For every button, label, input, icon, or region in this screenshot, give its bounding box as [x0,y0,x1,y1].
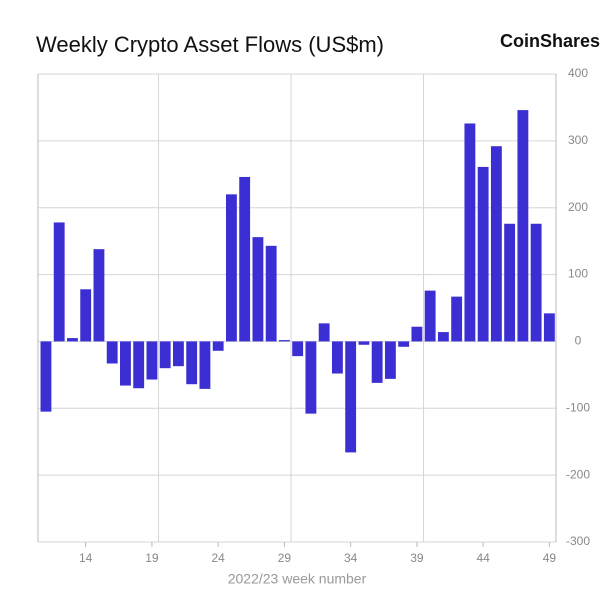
x-axis-label: 2022/23 week number [228,571,367,587]
bar [67,338,78,342]
bar [358,341,370,345]
bar [93,249,105,342]
bar [133,341,145,389]
bar [80,289,92,342]
bar [305,341,317,414]
x-tick-label: 44 [476,551,490,565]
bar [53,222,65,342]
bar [278,340,290,342]
bar [504,223,516,342]
bar [318,323,330,342]
bar [530,223,542,342]
bar [437,332,449,342]
bar [543,313,555,342]
bar [464,123,476,342]
bar [106,341,118,364]
bar [146,341,158,380]
brand-logo: CoinShares [500,31,600,51]
bar [212,341,224,351]
bar [159,341,171,369]
y-tick-label: 300 [568,133,588,147]
bar [239,176,251,342]
x-tick-label: 39 [410,551,424,565]
bar [172,341,184,367]
bar [199,341,211,389]
x-tick-label: 14 [79,551,93,565]
y-tick-label: -200 [566,467,590,481]
bar [424,290,436,342]
bar [411,326,423,342]
y-tick-label: 400 [568,66,588,80]
x-tick-label: 24 [211,551,225,565]
bar [40,341,52,412]
y-tick-label: 100 [568,267,588,281]
y-tick-label: 0 [575,334,582,348]
y-tick-label: -100 [566,400,590,414]
x-tick-label: 29 [278,551,292,565]
bar [517,110,529,342]
bar [371,341,383,383]
bar [225,194,237,342]
y-tick-label: -300 [566,534,590,548]
bar [451,296,463,342]
bar [186,341,198,385]
bar [331,341,343,374]
chart-title: Weekly Crypto Asset Flows (US$m) [36,32,384,57]
bar [490,146,502,342]
bar [292,341,304,357]
bar [265,245,277,342]
bar [398,341,410,347]
x-tick-label: 19 [145,551,159,565]
x-tick-label: 49 [543,551,557,565]
bar [120,341,131,386]
bar [477,166,489,342]
y-tick-label: 200 [568,200,588,214]
bar [345,341,357,453]
x-tick-label: 34 [344,551,358,565]
bar [252,237,264,342]
bar [384,341,396,379]
